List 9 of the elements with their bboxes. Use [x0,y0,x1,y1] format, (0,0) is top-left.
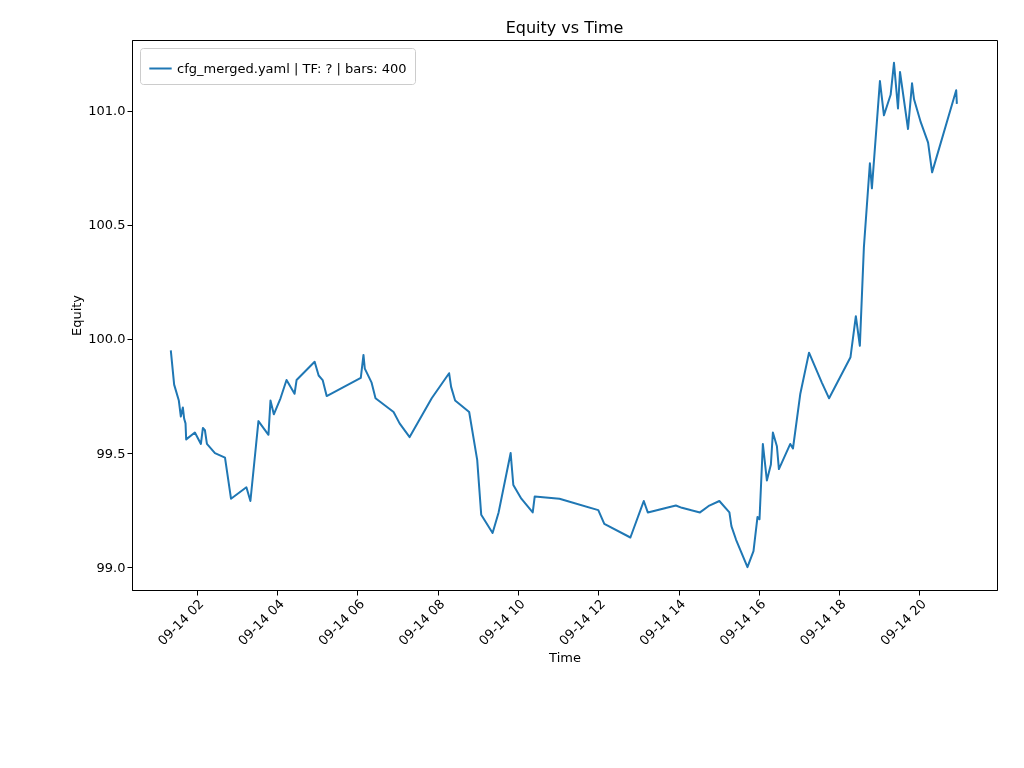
y-tick-label: 99.5 [96,445,126,461]
chart-title: Equity vs Time [505,18,624,37]
legend-label: cfg_merged.yaml | TF: ? | bars: 400 [177,60,407,76]
y-tick-label: 100.5 [88,217,126,233]
y-tick-label: 100.0 [88,331,126,347]
y-tick-label: 101.0 [88,103,126,119]
x-axis-title: Time [548,650,581,666]
y-axis-title: Equity [69,294,85,337]
y-tick-label: 99.0 [96,559,126,575]
